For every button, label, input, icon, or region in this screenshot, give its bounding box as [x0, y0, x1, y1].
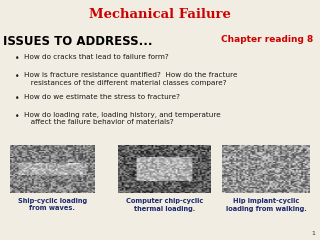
Text: Chapter reading 8: Chapter reading 8 — [221, 35, 314, 44]
Text: •: • — [14, 112, 19, 120]
Text: Computer chip-cyclic
thermal loading.: Computer chip-cyclic thermal loading. — [126, 198, 204, 211]
Text: How do we estimate the stress to fracture?: How do we estimate the stress to fractur… — [24, 94, 180, 100]
Text: Ship-cyclic loading
from waves.: Ship-cyclic loading from waves. — [18, 198, 87, 211]
Text: 1: 1 — [311, 231, 315, 236]
Text: How is fracture resistance quantified?  How do the fracture
   resistances of th: How is fracture resistance quantified? H… — [24, 72, 237, 86]
Text: •: • — [14, 54, 19, 63]
Text: Hip implant-cyclic
loading from walking.: Hip implant-cyclic loading from walking. — [226, 198, 307, 211]
Text: How do cracks that lead to failure form?: How do cracks that lead to failure form? — [24, 54, 169, 60]
Text: How do loading rate, loading history, and temperature
   affect the failure beha: How do loading rate, loading history, an… — [24, 112, 221, 125]
Text: ISSUES TO ADDRESS...: ISSUES TO ADDRESS... — [3, 35, 153, 48]
Text: •: • — [14, 72, 19, 81]
Text: •: • — [14, 94, 19, 103]
Text: Mechanical Failure: Mechanical Failure — [89, 8, 231, 21]
